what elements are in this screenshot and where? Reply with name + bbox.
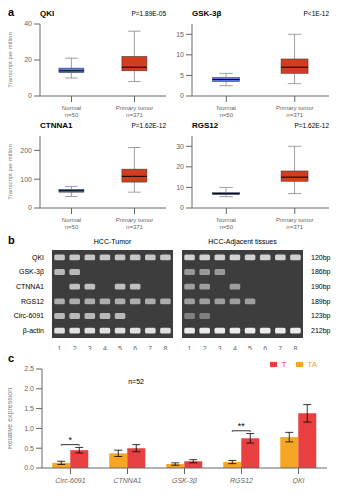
svg-text:190bp: 190bp <box>311 283 331 291</box>
svg-text:186bp: 186bp <box>311 268 331 276</box>
svg-text:30: 30 <box>176 143 184 150</box>
svg-text:1.5: 1.5 <box>24 405 34 412</box>
svg-text:0: 0 <box>28 204 32 211</box>
svg-text:Relative expression: Relative expression <box>8 388 14 449</box>
svg-text:123bp: 123bp <box>311 312 331 320</box>
svg-text:15: 15 <box>176 31 184 38</box>
svg-text:CTNNA1: CTNNA1 <box>16 283 44 290</box>
svg-text:100: 100 <box>20 176 32 183</box>
svg-text:QKI: QKI <box>32 254 44 262</box>
svg-text:0: 0 <box>180 204 184 211</box>
svg-text:Transcript per million: Transcript per million <box>8 32 13 87</box>
svg-text:4: 4 <box>233 345 237 350</box>
html-text:P=1.89E-05: P=1.89E-05 <box>131 10 166 17</box>
svg-text:0: 0 <box>180 92 184 99</box>
svg-text:2.0: 2.0 <box>24 385 34 392</box>
svg-text:200: 200 <box>20 147 32 154</box>
svg-text:RGS12: RGS12 <box>21 298 44 305</box>
svg-text:10: 10 <box>176 51 184 58</box>
svg-text:8: 8 <box>163 345 167 350</box>
svg-text:40: 40 <box>24 20 32 27</box>
svg-text:10: 10 <box>176 184 184 191</box>
svg-text:2: 2 <box>203 345 207 350</box>
svg-text:6: 6 <box>133 345 137 350</box>
svg-text:Transcript per million: Transcript per million <box>8 144 13 199</box>
html-text:QKI: QKI <box>40 9 55 18</box>
svg-text:0.0: 0.0 <box>24 464 34 471</box>
svg-text:1: 1 <box>58 345 62 350</box>
html-text:CTNNA1: CTNNA1 <box>40 121 73 130</box>
svg-text:212bp: 212bp <box>311 327 331 335</box>
html-text:P=1.62E-12: P=1.62E-12 <box>294 122 329 129</box>
html-text:TA: TA <box>307 360 317 369</box>
svg-text:20: 20 <box>24 56 32 63</box>
svg-text:Normaln=50: Normaln=50 <box>62 217 81 230</box>
svg-text:Circ-6091: Circ-6091 <box>55 477 85 484</box>
svg-text:Primary tumorn=371: Primary tumorn=371 <box>276 217 314 230</box>
svg-text:1.0: 1.0 <box>24 425 34 432</box>
svg-text:Normaln=50: Normaln=50 <box>217 217 236 230</box>
html-text:HCC-Tumor: HCC-Tumor <box>93 238 132 245</box>
svg-text:3: 3 <box>88 345 92 350</box>
html-text:b: b <box>8 234 15 246</box>
svg-text:7: 7 <box>148 345 152 350</box>
html-text:a: a <box>8 6 15 18</box>
html-text:RGS12: RGS12 <box>192 121 219 130</box>
html-text:P<1E-12: P<1E-12 <box>303 10 329 17</box>
svg-text:6: 6 <box>263 345 267 350</box>
svg-text:8: 8 <box>293 345 297 350</box>
svg-text:4: 4 <box>103 345 107 350</box>
svg-text:5: 5 <box>118 345 122 350</box>
svg-text:Normaln=50: Normaln=50 <box>62 105 81 118</box>
svg-text:0: 0 <box>28 92 32 99</box>
html-text:T: T <box>281 360 287 369</box>
svg-text:5: 5 <box>180 72 184 79</box>
svg-text:GSK-3β: GSK-3β <box>172 477 197 484</box>
svg-text:2: 2 <box>73 345 77 350</box>
svg-text:3: 3 <box>218 345 222 350</box>
svg-text:Primary tumorn=371: Primary tumorn=371 <box>116 217 154 230</box>
svg-text:Primary tumorn=371: Primary tumorn=371 <box>116 105 154 118</box>
svg-text:5: 5 <box>248 345 252 350</box>
svg-text:2.5: 2.5 <box>24 365 34 372</box>
svg-text:CTNNA1: CTNNA1 <box>113 477 141 484</box>
html-text:HCC-Adjacent tissues: HCC-Adjacent tissues <box>208 238 277 245</box>
html-text:c: c <box>8 352 15 364</box>
svg-text:*: * <box>69 435 73 445</box>
svg-text:Circ-6091: Circ-6091 <box>14 312 44 319</box>
svg-text:β-actin: β-actin <box>23 327 44 335</box>
svg-text:1: 1 <box>188 345 192 350</box>
svg-text:GSK-3β: GSK-3β <box>19 268 44 276</box>
html-text:n=52: n=52 <box>128 378 144 385</box>
svg-text:7: 7 <box>278 345 282 350</box>
svg-text:Primary tumorn=371: Primary tumorn=371 <box>276 105 314 118</box>
html-text:P=1.62E-12: P=1.62E-12 <box>131 122 166 129</box>
svg-text:RGS12: RGS12 <box>230 477 253 484</box>
svg-text:0.5: 0.5 <box>24 445 34 452</box>
svg-text:QKI: QKI <box>292 477 304 484</box>
svg-text:20: 20 <box>176 163 184 170</box>
html-text:GSK-3β: GSK-3β <box>192 9 222 18</box>
svg-text:189bp: 189bp <box>311 298 331 306</box>
svg-text:**: ** <box>238 421 246 431</box>
svg-text:Normaln=50: Normaln=50 <box>217 105 236 118</box>
svg-text:120bp: 120bp <box>311 254 331 262</box>
